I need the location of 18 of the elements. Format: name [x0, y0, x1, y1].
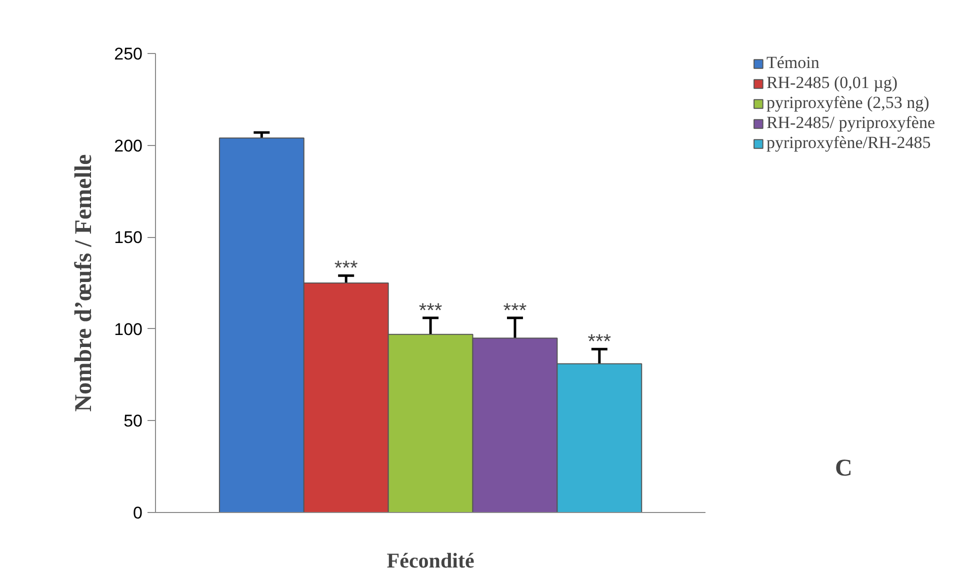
- data-label: ***: [588, 331, 612, 354]
- x-tick-label: Fécondité: [386, 548, 474, 572]
- y-tick-label: 50: [124, 412, 143, 431]
- legend-label: pyriproxyfène/RH-2485: [766, 133, 931, 153]
- data-label: ***: [503, 300, 527, 322]
- data-label: ***: [418, 300, 442, 322]
- data-label: ***: [334, 258, 358, 280]
- y-tick-label: 250: [114, 44, 143, 64]
- y-tick-label: 200: [114, 136, 143, 156]
- y-tick-label: 0: [133, 504, 143, 522]
- legend-label: RH-2485/ pyriproxyfène: [766, 113, 935, 133]
- y-axis-title: Nombre d’œufs / Femelle: [71, 154, 98, 412]
- y-tick-label: 150: [114, 228, 143, 248]
- legend-label: pyriproxyfène (2,53 ng): [766, 93, 930, 113]
- y-tick-label: 100: [114, 320, 143, 339]
- legend-label: Témoin: [766, 53, 820, 73]
- legend-label: RH-2485 (0,01 µg): [766, 73, 898, 93]
- text: C: [834, 455, 852, 482]
